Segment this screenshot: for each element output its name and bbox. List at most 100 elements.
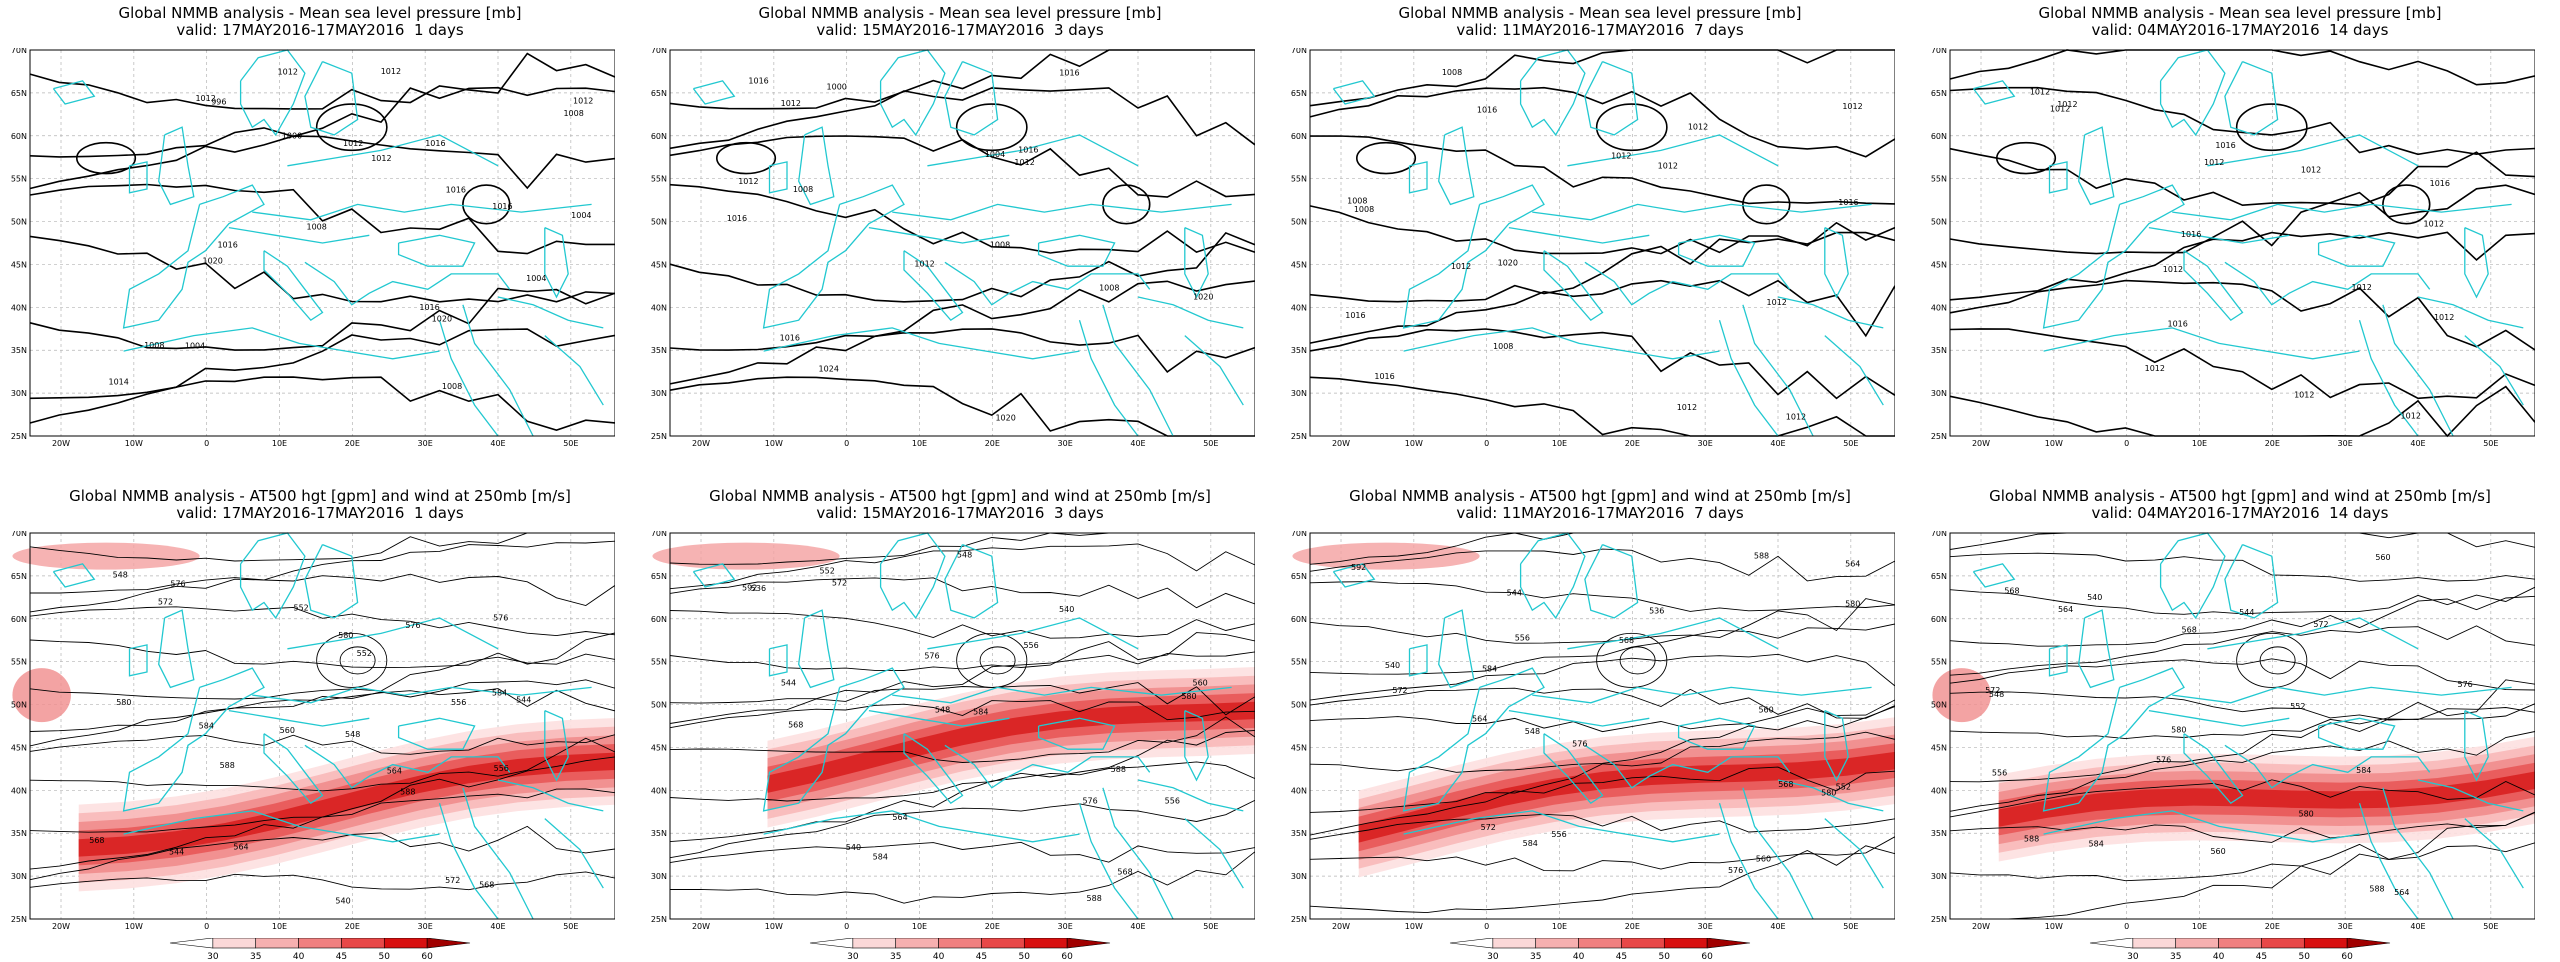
longitude-label: 20E — [1625, 922, 1640, 931]
longitude-label: 30E — [418, 439, 433, 448]
contour-label: 1020 — [995, 414, 1015, 423]
latitude-label: 65N — [651, 572, 667, 581]
longitude-label: 20E — [985, 439, 1000, 448]
longitude-label: 30E — [2338, 922, 2353, 931]
latitude-label: 35N — [651, 829, 667, 838]
contour-label: 1004 — [185, 342, 205, 351]
longitude-label: 0 — [1484, 439, 1489, 448]
latitude-label: 65N — [651, 89, 667, 98]
latitude-label: 50N — [1931, 218, 1947, 227]
longitude-label: 20E — [985, 922, 1000, 931]
contour-label: 584 — [492, 688, 507, 697]
height-contours — [669, 532, 1255, 904]
latitude-label: 40N — [1931, 303, 1947, 312]
contour-label: 1012 — [2050, 105, 2070, 114]
latitude-label: 25N — [11, 915, 27, 924]
contour-label: 552 — [2290, 702, 2305, 711]
contour-label: 1012 — [914, 259, 934, 268]
coastlines — [52, 49, 604, 437]
panel-title: Global NMMB analysis - AT500 hgt [gpm] a… — [69, 487, 571, 505]
contour-label: 1012 — [2401, 412, 2421, 421]
latitude-label: 65N — [11, 572, 27, 581]
longitude-label: 30E — [1698, 439, 1713, 448]
contour-label: 1012 — [1842, 102, 1862, 111]
latitude-label: 60N — [1931, 615, 1947, 624]
contour-label: 1012 — [381, 67, 401, 76]
colorbar-swatch — [1578, 938, 1622, 949]
contour-label: 548 — [957, 550, 972, 559]
contour-label: 1016 — [2215, 141, 2235, 150]
longitude-label: 40E — [2410, 922, 2425, 931]
contour-label: 572 — [2313, 620, 2328, 629]
longitude-label: 40E — [1770, 439, 1785, 448]
colorbar-swatch — [809, 938, 854, 949]
latitude-label: 70N — [1931, 531, 1947, 538]
colorbar-label: 60 — [2341, 952, 2353, 962]
contour-label: 564 — [2394, 888, 2409, 897]
contour-label: 572 — [445, 876, 460, 885]
contour-label: 1016 — [2430, 179, 2450, 188]
colorbar-label: 30 — [207, 952, 219, 962]
contour-label: 1012 — [278, 67, 298, 76]
colorbar-swatch — [212, 938, 257, 949]
contour-label: 584 — [973, 707, 988, 716]
latitude-label: 55N — [11, 658, 27, 667]
latitude-label: 45N — [11, 260, 27, 269]
colorbar-label: 40 — [1573, 952, 1585, 962]
latitude-label: 65N — [1291, 572, 1307, 581]
contour-label: 548 — [113, 570, 128, 579]
contour-label: 1012 — [2434, 313, 2454, 322]
contour-label: 544 — [169, 848, 184, 857]
longitude-label: 0 — [204, 922, 209, 931]
contour-label: 576 — [2156, 755, 2171, 764]
contour-label: 1012 — [573, 96, 593, 105]
contour-label: 588 — [2024, 834, 2039, 843]
contour-label: 1016 — [1477, 105, 1497, 114]
contour-label: 552 — [1836, 783, 1851, 792]
geopotential-map: 536 540 544 548 556 564 568 572 576 580 584 588 540 5… — [651, 531, 1255, 931]
contour-label: 548 — [1525, 727, 1540, 736]
contour-label: 1004 — [526, 274, 546, 283]
longitude-label: 40E — [2410, 439, 2425, 448]
contour-label: 540 — [846, 843, 861, 852]
latitude-label: 25N — [651, 915, 667, 924]
pressure-map: 1008 1012 1008 1020 1016 1008 1012 1016 1012 1016… — [1291, 48, 1895, 448]
contour-label: 1024 — [819, 365, 839, 374]
latitude-label: 50N — [1291, 218, 1307, 227]
colorbar-label: 40 — [2213, 952, 2225, 962]
latitude-label: 50N — [651, 218, 667, 227]
contour-label: 572 — [1481, 823, 1496, 832]
longitude-label: 0 — [204, 439, 209, 448]
graticule — [1950, 533, 2535, 919]
contour-label: 568 — [1778, 780, 1793, 789]
contour-label: 536 — [1649, 606, 1664, 615]
contour-label: 1012 — [2352, 283, 2372, 292]
latitude-label: 35N — [1291, 829, 1307, 838]
colorbar-swatch — [1492, 938, 1537, 949]
latitude-label: 30N — [11, 389, 27, 398]
contour-label: 580 — [2171, 726, 2186, 735]
colorbar-label: 40 — [933, 952, 945, 962]
contour-label: 564 — [892, 813, 907, 822]
latitude-label: 40N — [651, 786, 667, 795]
contour-label: 572 — [832, 578, 847, 587]
contour-label: 536 — [751, 584, 766, 593]
coastlines — [1972, 532, 2524, 920]
latitude-label: 35N — [1931, 346, 1947, 355]
contour-label: 568 — [1619, 636, 1634, 645]
longitude-label: 20W — [1332, 922, 1350, 931]
latitude-label: 50N — [11, 218, 27, 227]
contour-label: 564 — [2058, 605, 2073, 614]
colorbar-label: 40 — [293, 952, 305, 962]
contour-label: 556 — [1165, 796, 1180, 805]
colorbar-swatch — [1449, 938, 1494, 949]
panel-title: Global NMMB analysis - AT500 hgt [gpm] a… — [709, 487, 1211, 505]
contour-label: 1012 — [1014, 158, 1034, 167]
colorbar-swatch — [383, 938, 428, 949]
contour-label: 1016 — [1018, 145, 1038, 154]
latitude-label: 35N — [651, 346, 667, 355]
longitude-label: 10E — [1552, 922, 1567, 931]
contour-label: 568 — [788, 720, 803, 729]
contour-label: 1012 — [738, 177, 758, 186]
contour-label: 576 — [1572, 740, 1587, 749]
